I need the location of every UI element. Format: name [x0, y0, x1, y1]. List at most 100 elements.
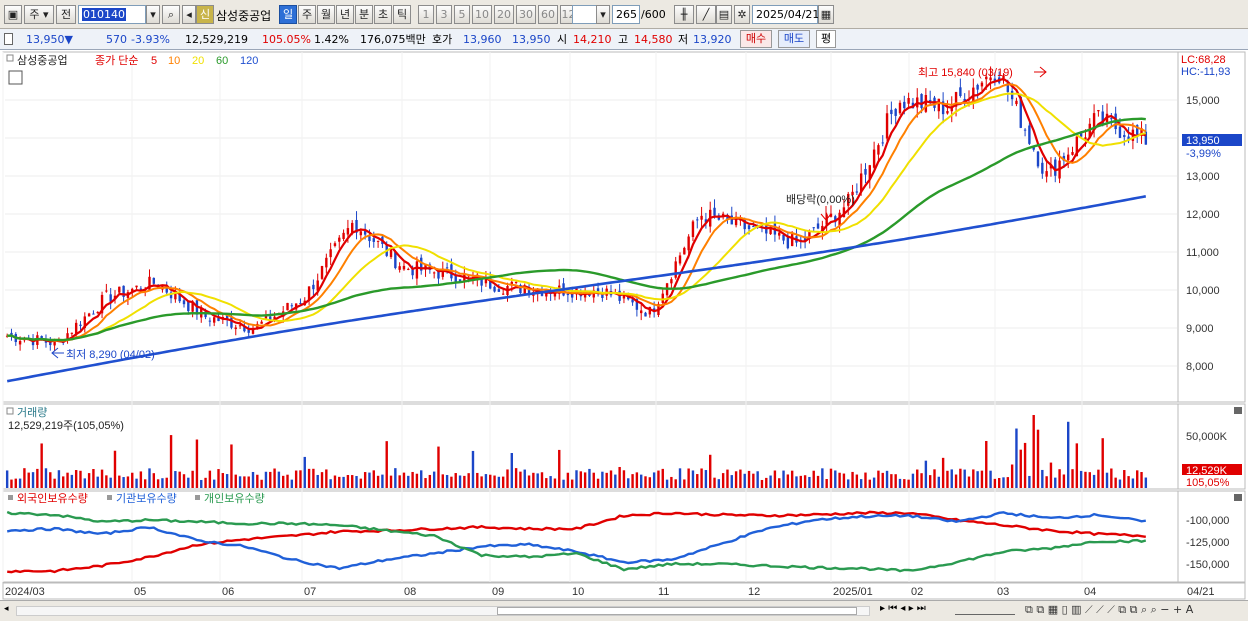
volume-bar — [501, 476, 505, 488]
volume-current-pct: 105,05% — [1186, 477, 1230, 489]
candle-body — [1079, 132, 1083, 137]
volume-bar — [523, 469, 526, 488]
buy-button[interactable]: 매수 — [740, 30, 772, 48]
holding-close-icon[interactable] — [1234, 494, 1242, 501]
period-tab-2[interactable]: 월 — [317, 5, 335, 24]
search-icon[interactable]: ⌕ — [162, 5, 180, 24]
chart-area[interactable]: 15,00014,00013,00012,00011,00010,0009,00… — [0, 50, 1248, 621]
price-type-button[interactable]: 전 — [56, 5, 76, 24]
volume-bar — [230, 444, 233, 488]
speaker-icon[interactable]: ◂ — [182, 5, 196, 24]
count-tab-5[interactable]: 5 — [454, 5, 470, 24]
scrollbar-thumb[interactable] — [497, 607, 857, 615]
max-label: 최고 15,840 (03/19) — [918, 66, 1013, 79]
volume-bar — [359, 478, 363, 488]
period-tab-3[interactable]: 년 — [336, 5, 354, 24]
volume-bar — [450, 476, 453, 488]
candle-body — [325, 257, 328, 268]
count-tab-30[interactable]: 30 — [516, 5, 536, 24]
calendar-icon[interactable]: ▦ — [818, 5, 834, 24]
sell-button[interactable]: 매도 — [778, 30, 810, 48]
link-icon[interactable] — [4, 33, 13, 45]
bar-count-input[interactable]: 265 — [612, 5, 640, 24]
volume-bar — [933, 469, 936, 488]
window-icon[interactable]: ▣ — [4, 5, 22, 24]
volume-bar — [842, 473, 846, 488]
volume-bar — [217, 469, 220, 488]
volume-bar — [398, 475, 401, 488]
volume-bar — [139, 471, 143, 488]
volume-bar — [872, 477, 876, 488]
scroll-left-icon[interactable]: ◂ — [4, 604, 9, 614]
new-badge[interactable]: 신 — [196, 5, 214, 24]
volume-bar — [100, 469, 104, 488]
code-input[interactable]: 010140 — [78, 5, 146, 24]
avg-button[interactable]: 평 — [816, 30, 836, 48]
volume-close-icon[interactable] — [1234, 407, 1242, 414]
period-tab-1[interactable]: 주 — [298, 5, 316, 24]
count-tab-1[interactable]: 1 — [418, 5, 434, 24]
volume-bar — [605, 472, 608, 488]
volume-bar — [1058, 469, 1061, 488]
candle-type-icon[interactable]: ╫ — [674, 5, 694, 24]
volume-bar — [467, 473, 470, 488]
panel-toggle-icon[interactable] — [6, 54, 14, 62]
volume-bar — [212, 479, 216, 488]
candle-body — [985, 76, 988, 80]
line-draw-icon[interactable]: ╱ — [696, 5, 716, 24]
price-axis-label: 11,000 — [1186, 247, 1219, 259]
candle-body — [519, 284, 522, 294]
save-icon[interactable]: ▤ — [716, 5, 732, 24]
count-tab-60[interactable]: 60 — [538, 5, 558, 24]
count-tab-20[interactable]: 20 — [494, 5, 514, 24]
volume-bar — [1131, 478, 1135, 488]
volume-bar — [536, 473, 539, 488]
volume-bar — [273, 468, 276, 488]
count-dropdown-icon[interactable]: ▾ — [596, 5, 610, 24]
volume-bar — [1062, 474, 1066, 488]
candle-body — [1002, 75, 1005, 79]
volume-bar — [36, 468, 39, 488]
tool-icons[interactable]: ⧉ ⧉ ▦ ▯ ▥ ⟋ ⟋ ⟋ ⧉ ⧉ ⌕ ⌕ − + A — [1025, 603, 1194, 616]
period-tab-5[interactable]: 초 — [374, 5, 392, 24]
period-tab-6[interactable]: 틱 — [393, 5, 411, 24]
volume-bar — [376, 475, 380, 488]
volume-bar — [527, 475, 531, 488]
candle-body — [523, 288, 526, 295]
gear-icon[interactable]: ✲ — [734, 5, 750, 24]
volume-bar — [691, 470, 695, 488]
count-tab-3[interactable]: 3 — [436, 5, 452, 24]
volume-bar — [696, 474, 699, 488]
candle-body — [1019, 96, 1022, 128]
volume-bar — [790, 470, 794, 488]
zoom-slider[interactable] — [955, 605, 1015, 615]
date-input[interactable]: 2025/04/21 — [752, 5, 819, 24]
volume-bar — [752, 473, 755, 488]
scrollbar-track[interactable] — [16, 606, 870, 616]
quote-change: 570 — [106, 33, 127, 46]
holding-legend: 외국인보유수량 기관보유수량 개인보유수량 — [8, 492, 265, 505]
volume-toggle-icon[interactable] — [6, 407, 14, 415]
candle-body — [376, 240, 380, 242]
candle-body — [566, 293, 570, 296]
volume-bar — [514, 468, 518, 488]
period-tab-0[interactable]: 일 — [279, 5, 297, 24]
volume-bar — [704, 470, 708, 488]
price-panel-legend: 종가 단순 — [95, 54, 139, 67]
volume-bar — [1079, 470, 1083, 488]
x-axis-label: 05 — [134, 586, 146, 598]
volume-bar — [834, 470, 837, 488]
candle-body — [333, 243, 337, 246]
code-dropdown-icon[interactable]: ▾ — [146, 5, 160, 24]
volume-bar — [351, 475, 354, 488]
nav-buttons[interactable]: ▸ ⏮ ◂ ▸ ⏭ — [880, 603, 926, 614]
volume-bar — [687, 468, 690, 488]
count-tab-10[interactable]: 10 — [472, 5, 492, 24]
period-tab-4[interactable]: 분 — [355, 5, 373, 24]
period-type-select[interactable]: 주 ▾ — [24, 5, 54, 24]
volume-bar — [260, 479, 263, 488]
volume-bar — [74, 470, 78, 488]
volume-bar — [178, 471, 181, 488]
candle-body — [570, 294, 574, 298]
table-icon[interactable] — [8, 70, 23, 85]
